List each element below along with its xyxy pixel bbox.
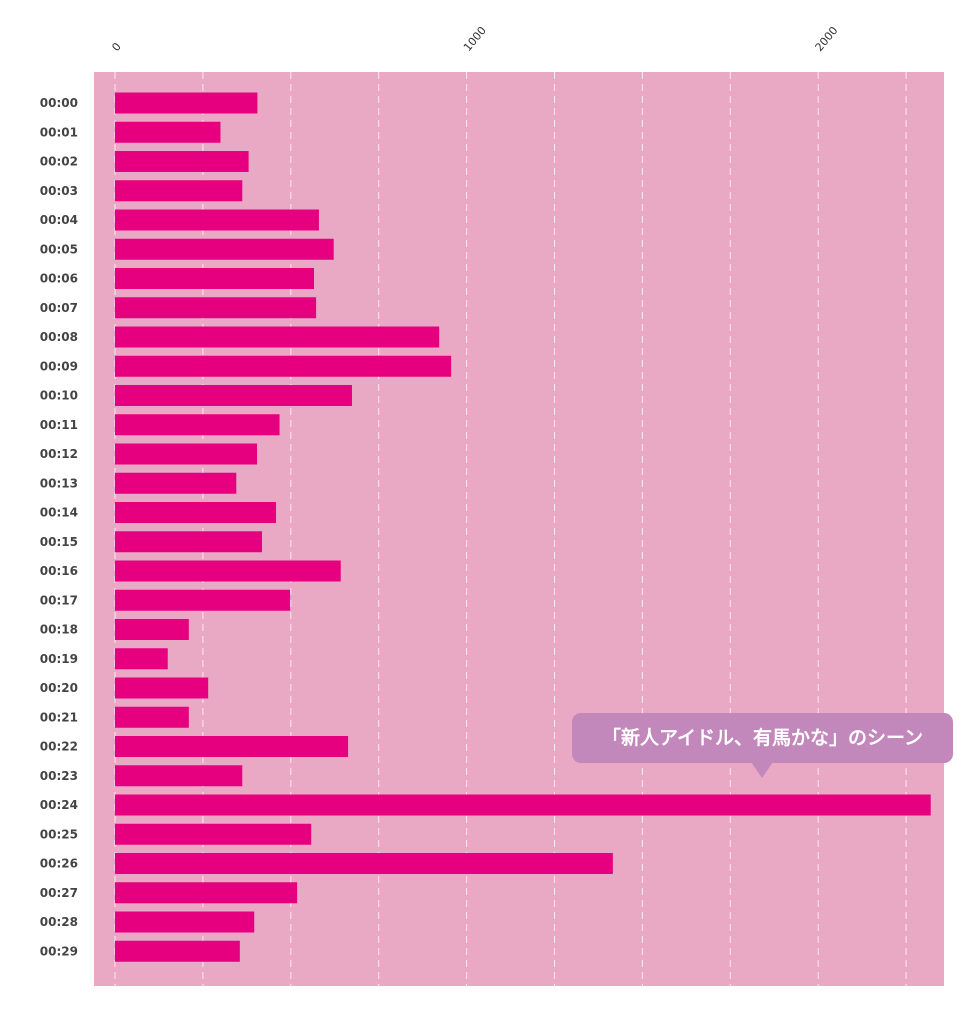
category-label-00-25: 00:25 (40, 827, 78, 841)
bar-00-01 (115, 121, 221, 143)
category-label-00-19: 00:19 (40, 652, 78, 666)
bar-00-04 (115, 209, 319, 231)
bar-00-19 (115, 648, 168, 670)
bar-00-02 (115, 151, 249, 172)
x-tick-labels: 0 1000 2000 (109, 24, 840, 54)
bar-00-24 (115, 794, 931, 816)
x-tick-label-1000: 1000 (461, 24, 489, 54)
category-label-00-04: 00:04 (40, 213, 78, 227)
category-label-00-28: 00:28 (40, 915, 78, 929)
bar-00-06 (115, 268, 315, 289)
category-label-00-14: 00:14 (40, 506, 78, 520)
bar-00-05 (115, 238, 334, 260)
category-label-00-10: 00:10 (40, 389, 78, 403)
bar-00-20 (115, 677, 209, 699)
category-label-00-20: 00:20 (40, 681, 78, 695)
bar-00-00 (115, 92, 258, 114)
category-label-00-01: 00:01 (40, 125, 78, 139)
category-label-00-09: 00:09 (40, 359, 78, 373)
category-label-00-12: 00:12 (40, 447, 78, 461)
category-label-00-21: 00:21 (40, 710, 78, 724)
category-label-00-15: 00:15 (40, 535, 78, 549)
bar-00-21 (115, 706, 189, 728)
annotation-callout-pointer (751, 762, 773, 778)
x-tick-label-2000: 2000 (813, 24, 841, 54)
category-label-00-16: 00:16 (40, 564, 78, 578)
bar-00-17 (115, 589, 291, 611)
bar-00-29 (115, 940, 240, 962)
category-label-00-07: 00:07 (40, 301, 78, 315)
bar-00-25 (115, 823, 312, 845)
category-label-00-27: 00:27 (40, 886, 78, 900)
category-label-00-03: 00:03 (40, 184, 78, 198)
category-label-00-22: 00:22 (40, 740, 78, 754)
bar-00-08 (115, 326, 440, 348)
category-label-00-11: 00:11 (40, 418, 78, 432)
bar-00-23 (115, 765, 243, 787)
bar-00-18 (115, 619, 189, 640)
bar-00-13 (115, 472, 237, 494)
category-label-00-13: 00:13 (40, 476, 78, 490)
plot-background (94, 72, 944, 986)
bar-00-07 (115, 297, 317, 319)
category-label-00-26: 00:26 (40, 857, 78, 871)
category-label-00-23: 00:23 (40, 769, 78, 783)
bar-00-11 (115, 414, 280, 436)
bar-00-22 (115, 736, 349, 757)
bar-00-03 (115, 180, 243, 202)
bar-00-12 (115, 443, 258, 465)
category-label-00-18: 00:18 (40, 623, 78, 637)
category-label-00-29: 00:29 (40, 944, 78, 958)
bar-00-16 (115, 560, 341, 582)
category-label-00-02: 00:02 (40, 155, 78, 169)
bar-00-15 (115, 531, 262, 553)
category-label-00-08: 00:08 (40, 330, 78, 344)
category-label-00-24: 00:24 (40, 798, 78, 812)
bars (115, 92, 931, 962)
bar-00-27 (115, 882, 298, 904)
category-label-00-05: 00:05 (40, 242, 78, 256)
x-tick-label-0: 0 (109, 40, 123, 54)
bar-00-26 (115, 853, 613, 874)
category-label-00-06: 00:06 (40, 272, 78, 286)
category-labels: 00:00 00:01 00:02 00:03 00:04 00:05 00:06 00:07… (40, 96, 78, 958)
category-label-00-00: 00:00 (40, 96, 78, 110)
bar-00-09 (115, 355, 452, 377)
bar-00-10 (115, 385, 352, 406)
category-label-00-17: 00:17 (40, 593, 78, 607)
bar-00-14 (115, 502, 277, 523)
annotation-callout: 「新人アイドル、有馬かな」のシーン (572, 713, 953, 763)
bar-00-28 (115, 911, 255, 933)
